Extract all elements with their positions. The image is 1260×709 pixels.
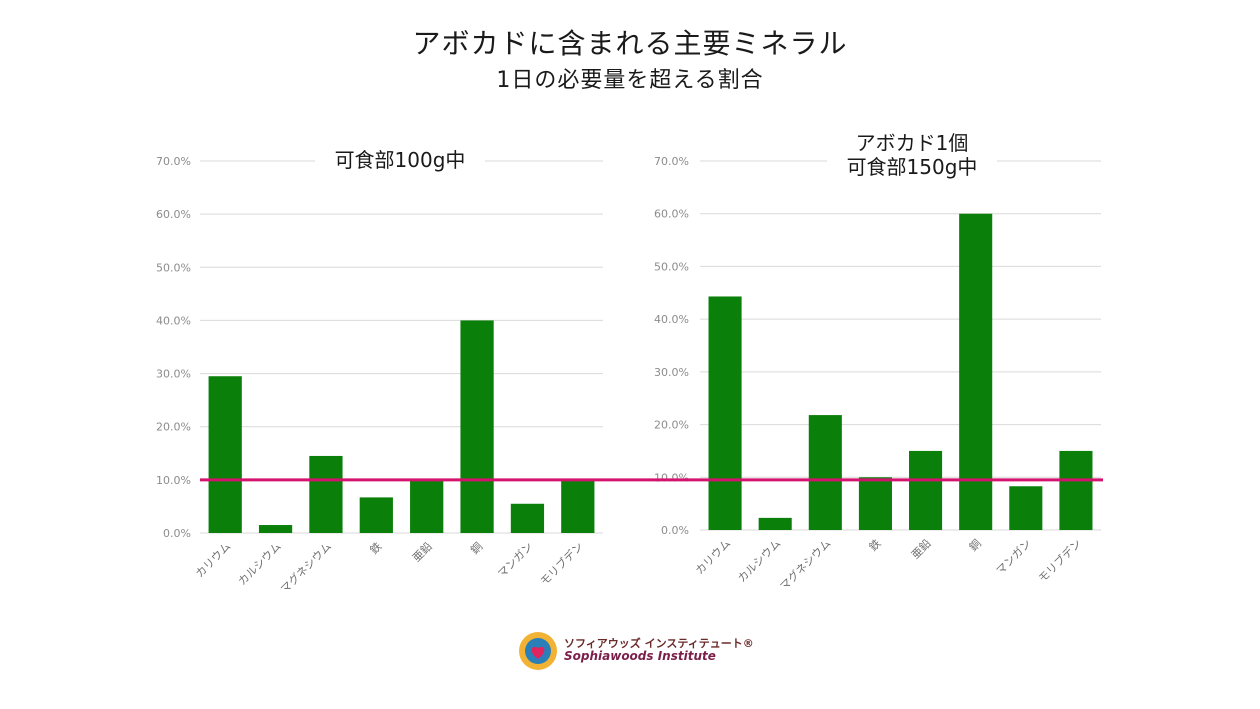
y-tick-label: 30.0% [156,368,191,381]
y-tick-label: 10.0% [156,474,191,487]
y-tick-label: 70.0% [654,155,689,168]
bar [808,415,842,530]
bar [258,525,293,533]
x-tick-label: 銅 [966,536,984,554]
y-tick-label: 70.0% [156,155,191,168]
x-tick-label: カルシウム [236,540,284,588]
x-tick-label: 亜鉛 [908,536,933,561]
chart-title-background [827,130,997,184]
sun-heart-icon [519,632,557,670]
y-tick-label: 50.0% [156,261,191,274]
main-title: アボカドに含まれる主要ミネラル [412,27,848,60]
x-tick-label: マンガン [495,540,535,580]
bar [758,517,792,530]
x-tick-label: マンガン [994,537,1034,577]
x-tick-label: カリウム [693,537,733,577]
y-tick-label: 0.0% [661,524,689,537]
y-tick-label: 20.0% [654,419,689,432]
x-tick-label: 銅 [468,539,486,557]
chart-title: 可食部100g中 [335,148,466,172]
x-tick-label: カルシウム [735,537,783,585]
main-subtitle: 1日の必要量を超える割合 [496,68,764,93]
x-tick-label: カリウム [193,540,233,580]
bar [858,477,892,530]
x-tick-label: モリブデン [537,539,586,588]
y-tick-label: 10.0% [654,471,689,484]
bar [909,450,943,530]
bar [510,503,545,533]
bar [1009,486,1043,530]
logo-japanese-text: ソフィアウッズ インスティテュート® [564,636,754,650]
chart-title-background [315,147,485,177]
logo-english-text: Sophiawoods Institute [564,649,716,664]
y-tick-label: 60.0% [156,208,191,221]
logo: ソフィアウッズ インスティテュート® Sophiawoods Institute [518,630,754,672]
bar [309,455,343,533]
y-tick-label: 30.0% [654,366,689,379]
x-tick-label: マグネシウム [777,536,834,593]
x-tick-label: マグネシウム [277,539,334,596]
bar [208,376,242,533]
y-tick-label: 40.0% [156,314,191,327]
y-tick-label: 50.0% [654,260,689,273]
y-tick-label: 40.0% [654,313,689,326]
chart-title: 可食部150g中 [847,155,978,179]
bar [359,497,393,533]
x-tick-label: 鉄 [866,536,884,554]
bar [959,213,993,530]
bar [561,479,595,533]
bar [410,479,444,533]
x-tick-label: モリブデン [1035,536,1084,585]
x-tick-label: 亜鉛 [409,539,434,564]
x-tick-label: 鉄 [367,539,385,557]
bar [708,296,742,530]
bar [1059,450,1093,530]
y-tick-label: 0.0% [163,527,191,540]
y-tick-label: 60.0% [654,208,689,221]
chart-title: アボカド1個 [856,131,969,155]
bar [460,320,494,533]
y-tick-label: 20.0% [156,421,191,434]
